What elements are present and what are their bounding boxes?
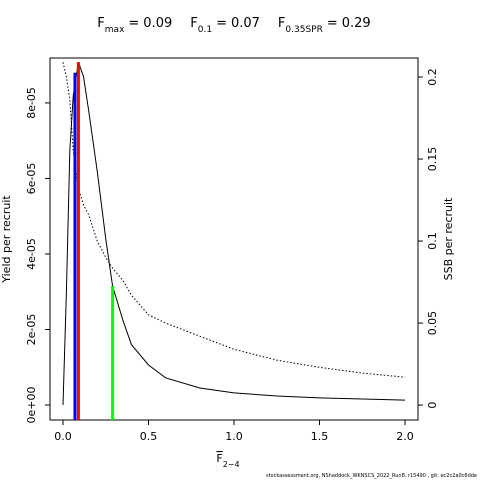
title-value: 0.09 (143, 16, 172, 31)
title-operator: = (327, 16, 338, 31)
y-tick-label: 4e-05 (25, 238, 38, 270)
curve (62, 62, 406, 378)
title-symbol: F (278, 16, 285, 31)
x-tick-label: 1.5 (311, 430, 329, 443)
title-sub: 0.35SPR (285, 25, 322, 35)
x-tick-label: 0.0 (54, 430, 72, 443)
y-tick-label: 6e-05 (25, 163, 38, 195)
title-operator: = (128, 16, 139, 31)
title-operator: = (216, 16, 227, 31)
title-symbol: F (97, 16, 104, 31)
y2-tick-label: 0.1 (426, 232, 439, 250)
plot-frame (49, 57, 419, 421)
y2-tick-label: 0.15 (426, 147, 439, 172)
title-value: 0.29 (342, 16, 371, 31)
y-axis-label: Yield per recruit (0, 195, 13, 284)
y2-tick-label: 0.2 (426, 68, 439, 86)
x-axis-label-sub: 2−4 (223, 460, 240, 469)
y-tick-label: 0e+00 (25, 387, 38, 424)
title-sub: max (105, 25, 125, 35)
x-tick-label: 1.0 (225, 430, 243, 443)
y2-axis-label: SSB per recruit (442, 197, 455, 280)
chart-title: Fmax = 0.09 F0.1 = 0.07 F0.35SPR = 0.29 (97, 16, 370, 35)
x-axis-label: F2−4 (216, 452, 239, 469)
y-tick-label: 2e-05 (25, 314, 38, 346)
curve (62, 61, 406, 406)
x-axis-label-main: F (216, 452, 222, 465)
title-symbol: F (190, 16, 197, 31)
y-tick-label: 8e-05 (25, 87, 38, 119)
x-tick-label: 2.0 (396, 430, 414, 443)
x-tick-label: 0.5 (140, 430, 158, 443)
title-sub: 0.1 (198, 25, 212, 35)
y2-tick-label: 0.05 (426, 311, 439, 336)
y2-tick-label: 0 (426, 402, 439, 409)
footer: stockassessment.org, NShaddock_WKNSCS_20… (266, 473, 477, 479)
title-value: 0.07 (231, 16, 260, 31)
